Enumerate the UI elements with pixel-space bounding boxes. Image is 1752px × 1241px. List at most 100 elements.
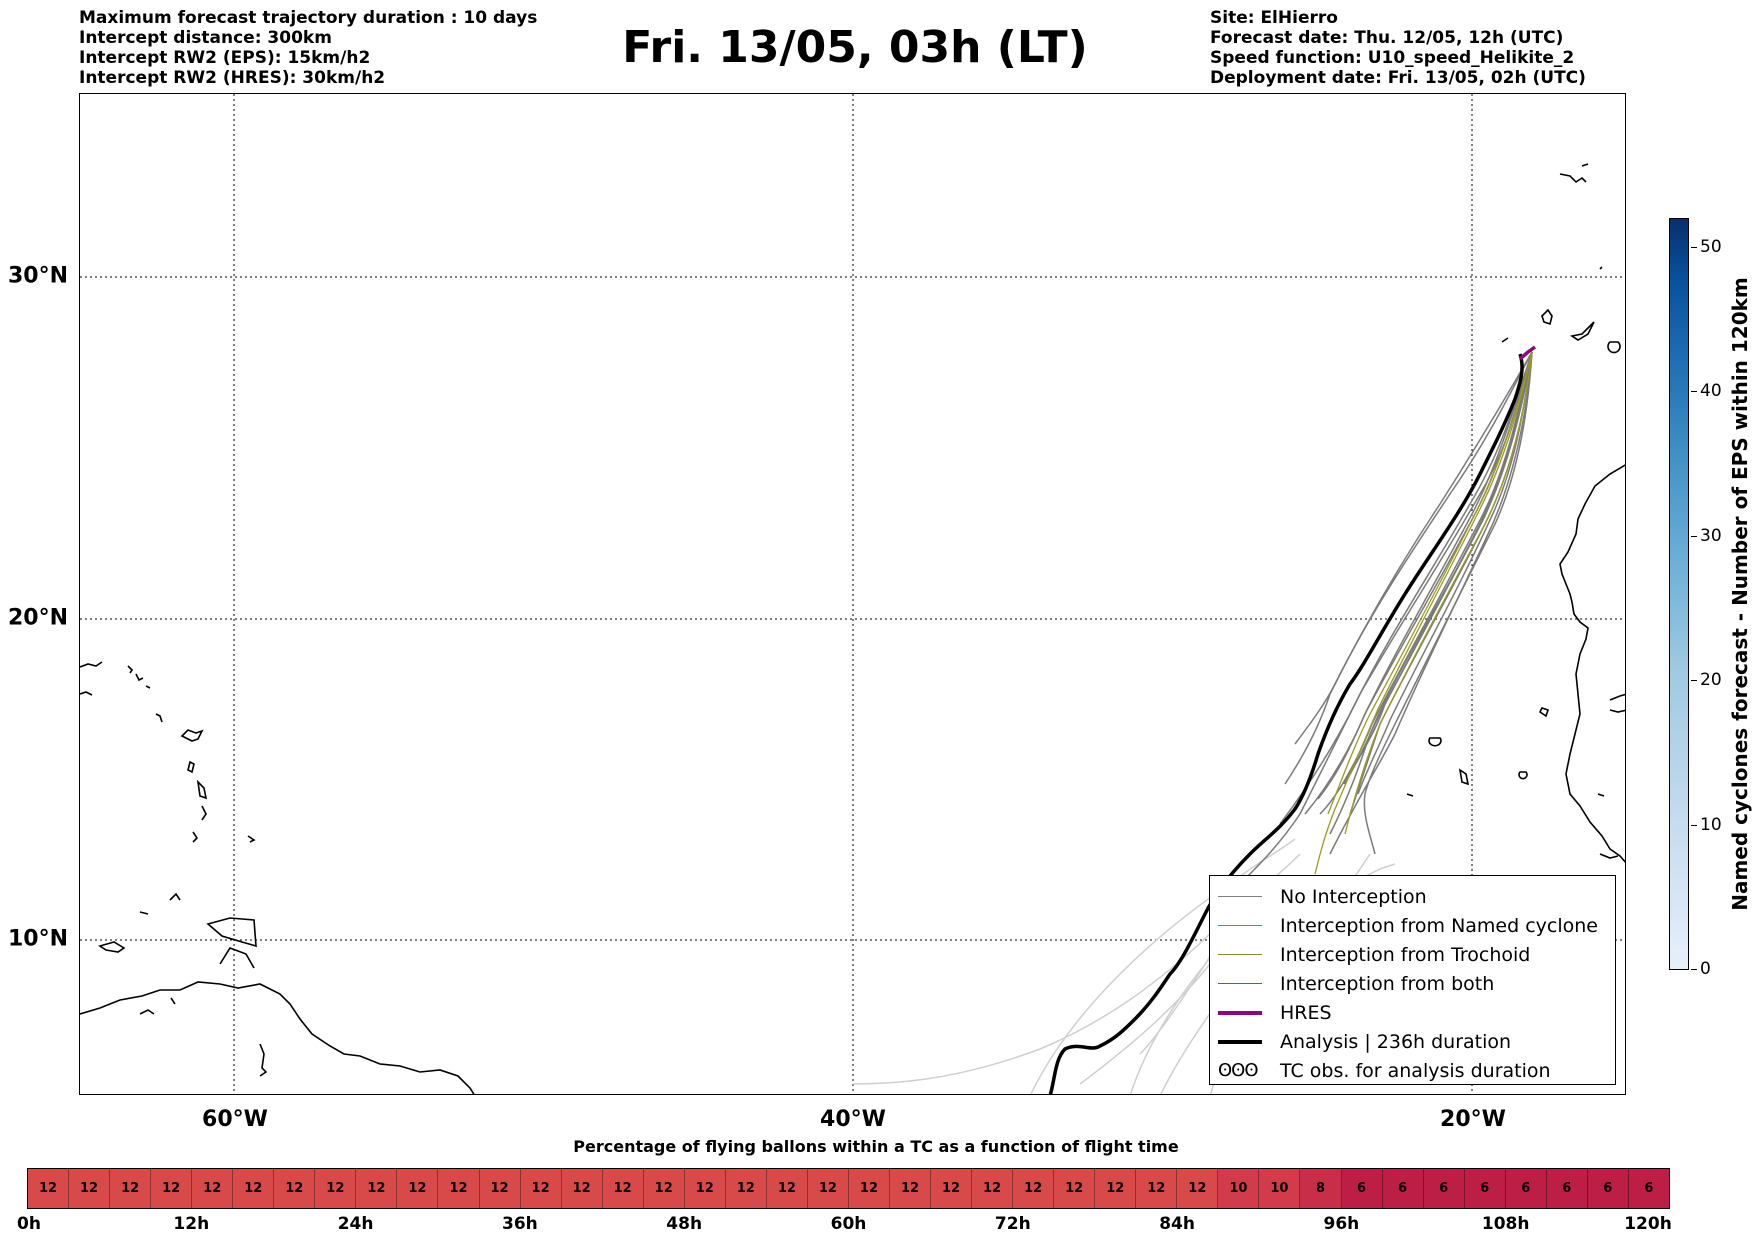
lon-label-60w: 60°W [202, 1107, 268, 1132]
strip-cell: 12 [725, 1169, 767, 1208]
strip-cell: 6 [1546, 1169, 1588, 1208]
legend-line-olive [1218, 953, 1262, 956]
colorbar-tick [1691, 680, 1697, 681]
strip-cell: 6 [1382, 1169, 1424, 1208]
strip-cell: 12 [684, 1169, 726, 1208]
strip-cell: 10 [1259, 1169, 1301, 1208]
colorbar-tick [1691, 969, 1697, 970]
strip-cell: 6 [1341, 1169, 1383, 1208]
intercept-hres-text: Intercept RW2 (HRES): 30km/h2 [79, 68, 386, 88]
strip-cell: 12 [1136, 1169, 1178, 1208]
intercept-distance-text: Intercept distance: 300km [79, 28, 332, 48]
trajectories-no-interception [1239, 351, 1533, 885]
strip-cell: 12 [438, 1169, 480, 1208]
colorbar-tick-label: 30 [1700, 526, 1722, 546]
strip-cell: 6 [1587, 1169, 1629, 1208]
strip-cell: 12 [397, 1169, 439, 1208]
forecast-date-text: Forecast date: Thu. 12/05, 12h (UTC) [1210, 28, 1564, 48]
strip-hour-label: 72h [994, 1214, 1031, 1234]
legend-line-orange [1218, 924, 1262, 927]
map-canvas [80, 94, 1625, 1094]
strip-cell: 12 [561, 1169, 603, 1208]
strip-cell: 12 [1054, 1169, 1096, 1208]
lat-label-10n: 10°N [8, 926, 69, 952]
strip-cell: 12 [520, 1169, 562, 1208]
colorbar-tick [1691, 825, 1697, 826]
legend-label: Analysis | 236h duration [1280, 1030, 1512, 1053]
strip-cell: 10 [1218, 1169, 1260, 1208]
strip-cell: 12 [766, 1169, 808, 1208]
strip-hour-label: 24h [337, 1214, 374, 1234]
legend-label: TC obs. for analysis duration [1280, 1059, 1551, 1082]
colorbar-tick [1691, 536, 1697, 537]
legend-item-both: Interception from both [1218, 969, 1609, 998]
strip-cell: 6 [1464, 1169, 1506, 1208]
page-title: Fri. 13/05, 03h (LT) [622, 22, 1088, 73]
colorbar [1669, 218, 1689, 970]
strip-cell: 12 [931, 1169, 973, 1208]
colorbar-tick-label: 50 [1700, 237, 1722, 257]
legend-item-named-cyclone: Interception from Named cyclone [1218, 911, 1609, 940]
percentage-strip: 12 12 12 12 12 12 12 12 12 12 12 12 12 12 12 12 12 12 12 12… [27, 1168, 1670, 1209]
legend-item-no-interception: No Interception [1218, 882, 1609, 911]
strip-hour-label: 12h [173, 1214, 210, 1234]
strip-cell: 12 [1095, 1169, 1137, 1208]
strip-cell: 12 [889, 1169, 932, 1208]
site-info: Site: ElHierro Forecast date: Thu. 12/05… [1210, 8, 1586, 88]
intercept-eps-text: Intercept RW2 (EPS): 15km/h2 [79, 48, 371, 68]
map-legend: No Interception Interception from Named … [1209, 875, 1616, 1085]
strip-cell: 12 [479, 1169, 521, 1208]
strip-title: Percentage of flying ballons within a TC… [573, 1137, 1179, 1156]
legend-label: Interception from Named cyclone [1280, 914, 1598, 937]
strip-cell: 12 [1177, 1169, 1219, 1208]
strip-hour-label: 120h [1624, 1214, 1672, 1234]
strip-cell: 12 [1013, 1169, 1055, 1208]
legend-line-purple [1218, 1010, 1262, 1015]
hres-trajectory [1518, 345, 1537, 361]
speed-function-text: Speed function: U10_speed_Helikite_2 [1210, 48, 1575, 68]
lon-label-20w: 20°W [1440, 1107, 1506, 1132]
strip-hour-label: 0h [17, 1214, 41, 1234]
colorbar-tick [1691, 391, 1697, 392]
forecast-parameters: Maximum forecast trajectory duration : 1… [79, 8, 537, 88]
trajectories-trochoid [1314, 351, 1533, 875]
strip-cell: 12 [274, 1169, 316, 1208]
legend-line-grey [1218, 895, 1262, 898]
coastline-africa [1406, 163, 1625, 863]
strip-cell: 12 [315, 1169, 357, 1208]
strip-cell: 12 [643, 1169, 685, 1208]
strip-cell: 6 [1423, 1169, 1465, 1208]
colorbar-tick-label: 10 [1700, 815, 1722, 835]
lat-label-30n: 30°N [8, 263, 69, 289]
colorbar-title: Named cyclones forecast - Number of EPS … [1728, 277, 1752, 911]
strip-cell: 12 [972, 1169, 1014, 1208]
max-duration-text: Maximum forecast trajectory duration : 1… [79, 8, 538, 28]
strip-hour-label: 96h [1323, 1214, 1360, 1234]
legend-label: No Interception [1280, 885, 1427, 908]
colorbar-tick [1691, 247, 1697, 248]
legend-line-green [1218, 982, 1262, 985]
lon-label-40w: 40°W [820, 1107, 886, 1132]
legend-label: Interception from Trochoid [1280, 943, 1531, 966]
strip-hour-label: 60h [830, 1214, 867, 1234]
legend-item-analysis: Analysis | 236h duration [1218, 1027, 1609, 1056]
strip-cell: 12 [192, 1169, 234, 1208]
strip-cell: 12 [28, 1169, 70, 1208]
colorbar-tick-label: 0 [1700, 959, 1711, 979]
strip-hour-label: 108h [1481, 1214, 1530, 1234]
tc-obs-icon: ʘʘʘ [1218, 1060, 1259, 1081]
strip-hour-label: 48h [666, 1214, 703, 1234]
strip-cell: 6 [1628, 1169, 1669, 1208]
strip-hour-label: 84h [1159, 1214, 1195, 1234]
strip-cell: 12 [356, 1169, 398, 1208]
legend-item-trochoid: Interception from Trochoid [1218, 940, 1609, 969]
strip-cell: 12 [151, 1169, 193, 1208]
analysis-trajectory [1048, 353, 1524, 1094]
strip-cell: 12 [602, 1169, 644, 1208]
strip-cell: 12 [233, 1169, 275, 1208]
strip-cell: 12 [848, 1169, 890, 1208]
strip-hour-label: 36h [502, 1214, 538, 1234]
strip-cell: 12 [110, 1169, 152, 1208]
legend-line-black [1218, 1039, 1262, 1044]
strip-cell: 6 [1505, 1169, 1547, 1208]
